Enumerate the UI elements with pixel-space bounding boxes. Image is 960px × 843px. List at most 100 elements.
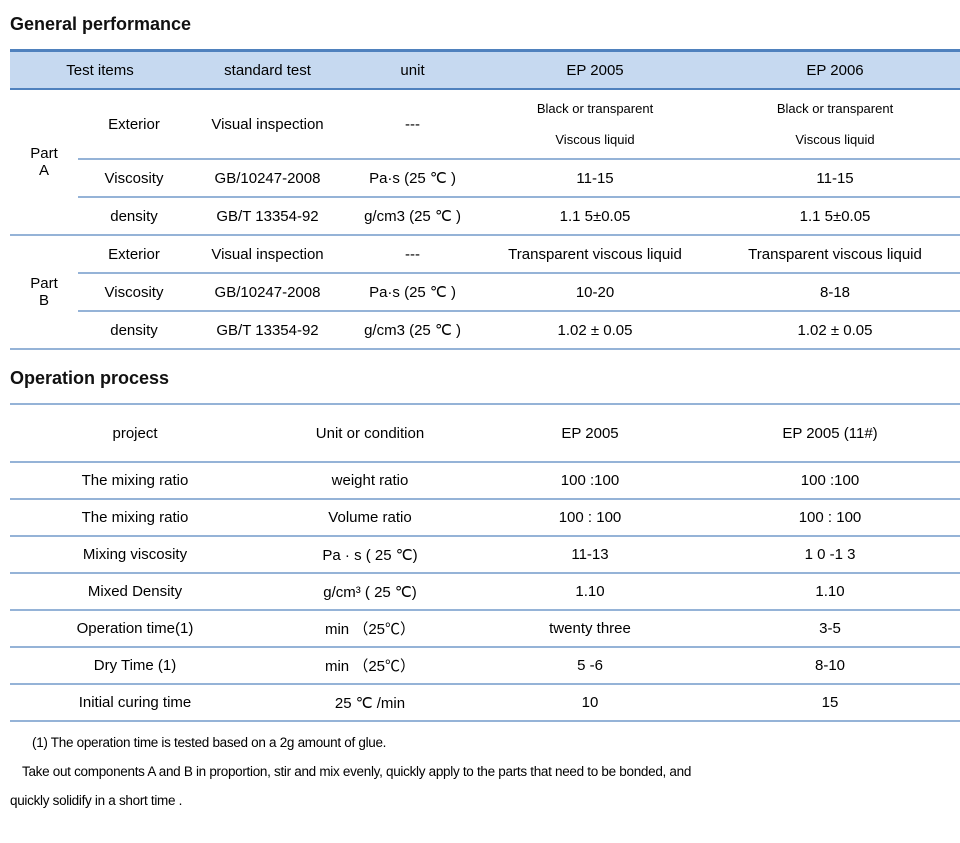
header-standard-test: standard test — [190, 49, 346, 90]
cell-project: The mixing ratio — [10, 499, 260, 537]
table-row-part-b-exterior: Part B Exterior Visual inspection --- Tr… — [10, 235, 960, 350]
cell-project: Mixed Density — [10, 573, 260, 611]
cell-unit: Volume ratio — [260, 499, 480, 537]
cell-project: Dry Time (1) — [10, 647, 260, 685]
cell-ep2005-value: 100 :100 — [480, 462, 700, 500]
cell-unit: g/cm3 (25 ℃ ) — [345, 311, 481, 350]
cell-standard: Visual inspection — [190, 235, 346, 274]
cell-ep2006-value: 1.02 ± 0.05 — [710, 311, 960, 350]
header-ep2006: EP 2006 — [710, 49, 960, 90]
cell-unit: Pa·s (25 ℃ ) — [345, 159, 481, 198]
cell-ep2006-value: 8-18 — [710, 273, 960, 312]
footnote-line: Take out components A and B in proportio… — [22, 764, 692, 779]
operation-header-row: project Unit or condition EP 2005 EP 200… — [10, 403, 960, 463]
part-a-label-cell: Part A — [10, 89, 78, 236]
header-unit: unit — [345, 49, 481, 90]
cell-project: Operation time(1) — [10, 610, 260, 648]
cell-project: The mixing ratio — [10, 462, 260, 500]
cell-ep2005-11-value: 3-5 — [700, 610, 960, 648]
cell-ep2006-value: Black or transparent Viscous liquid — [710, 89, 960, 160]
cell-ep2005-value: 1.10 — [480, 573, 700, 611]
table-row-initial-curing-time: Initial curing time 25 ℃ /min 10 15 — [10, 684, 960, 722]
cell-test-item: density — [78, 197, 191, 236]
cell-project: Initial curing time — [10, 684, 260, 722]
cell-ep2005-11-value: 100 :100 — [700, 462, 960, 500]
table-row-part-a-exterior: Part A Exterior Visual inspection --- Bl… — [10, 89, 960, 236]
cell-ep2005-value: 5 -6 — [480, 647, 700, 685]
part-b-label-cell: Part B — [10, 235, 78, 350]
cell-test-item: Viscosity — [78, 273, 191, 312]
value-line: Black or transparent — [776, 101, 894, 116]
cell-ep2005-value: 1.1 5±0.05 — [480, 197, 711, 236]
general-performance-title: General performance — [10, 14, 192, 34]
cell-ep2005-11-value: 1.10 — [700, 573, 960, 611]
cell-ep2005-value: twenty three — [480, 610, 700, 648]
cell-unit: min （25℃） — [260, 647, 480, 685]
cell-ep2005-value: 11-15 — [480, 159, 711, 198]
cell-unit: g/cm3 (25 ℃ ) — [345, 197, 481, 236]
cell-ep2005-value: 11-13 — [480, 536, 700, 574]
general-header-row: Test items standard test unit EP 2005 EP… — [10, 49, 960, 90]
part-sub-label: A — [38, 162, 49, 179]
operation-process-title: Operation process — [10, 368, 170, 388]
value-line: Viscous liquid — [555, 132, 635, 147]
cell-standard: Visual inspection — [190, 89, 346, 160]
cell-ep2006-value: Transparent viscous liquid — [710, 235, 960, 274]
cell-ep2005-value: 100 : 100 — [480, 499, 700, 537]
table-row-volume-ratio: The mixing ratio Volume ratio 100 : 100 … — [10, 499, 960, 537]
cell-ep2005-11-value: 8-10 — [700, 647, 960, 685]
cell-test-item: density — [78, 311, 191, 350]
cell-unit: --- — [345, 235, 481, 274]
header-ep2005-11: EP 2005 (11#) — [700, 403, 960, 463]
value-line: Viscous liquid — [795, 132, 875, 147]
table-row-weight-ratio: The mixing ratio weight ratio 100 :100 1… — [10, 462, 960, 500]
table-row-part-b-density: density GB/T 13354-92 g/cm3 (25 ℃ ) 1.02… — [10, 311, 960, 350]
cell-ep2006-value: 1.1 5±0.05 — [710, 197, 960, 236]
operation-process-table: project Unit or condition EP 2005 EP 200… — [10, 403, 960, 722]
cell-unit: min （25℃） — [260, 610, 480, 648]
cell-standard: GB/T 13354-92 — [190, 311, 346, 350]
cell-ep2005-11-value: 1 0 -1 3 — [700, 536, 960, 574]
cell-standard: GB/10247-2008 — [190, 273, 346, 312]
cell-unit: weight ratio — [260, 462, 480, 500]
header-test-items: Test items — [10, 49, 191, 90]
header-ep2005: EP 2005 — [480, 49, 711, 90]
cell-test-item: Exterior — [78, 89, 191, 160]
cell-project: Mixing viscosity — [10, 536, 260, 574]
cell-test-item: Exterior — [78, 235, 191, 274]
table-row-dry-time: Dry Time (1) min （25℃） 5 -6 8-10 — [10, 647, 960, 685]
cell-test-item: Viscosity — [78, 159, 191, 198]
cell-ep2005-11-value: 100 : 100 — [700, 499, 960, 537]
table-row-part-b-viscosity: Viscosity GB/10247-2008 Pa·s (25 ℃ ) 10-… — [10, 273, 960, 312]
table-row-part-a-density: density GB/T 13354-92 g/cm3 (25 ℃ ) 1.1 … — [10, 197, 960, 236]
cell-standard: GB/T 13354-92 — [190, 197, 346, 236]
table-row-part-a-viscosity: Viscosity GB/10247-2008 Pa·s (25 ℃ ) 11-… — [10, 159, 960, 198]
part-label: Part — [30, 145, 58, 162]
value-line: Black or transparent — [536, 101, 654, 116]
cell-ep2005-value: Transparent viscous liquid — [480, 235, 711, 274]
table-row-operation-time: Operation time(1) min （25℃） twenty three… — [10, 610, 960, 648]
part-label: Part — [30, 275, 58, 292]
cell-ep2005-value: Black or transparent Viscous liquid — [480, 89, 711, 160]
cell-unit: Pa · s ( 25 ℃) — [260, 536, 480, 574]
cell-standard: GB/10247-2008 — [190, 159, 346, 198]
header-unit-or-condition: Unit or condition — [260, 403, 480, 463]
table-row-mixing-viscosity: Mixing viscosity Pa · s ( 25 ℃) 11-13 1 … — [10, 536, 960, 574]
general-performance-table: Test items standard test unit EP 2005 EP… — [10, 49, 960, 350]
header-ep2005: EP 2005 — [480, 403, 700, 463]
cell-ep2005-value: 1.02 ± 0.05 — [480, 311, 711, 350]
footnote-line: quickly solidify in a short time . — [10, 793, 183, 808]
table-row-mixed-density: Mixed Density g/cm³ ( 25 ℃) 1.10 1.10 — [10, 573, 960, 611]
cell-ep2006-value: 11-15 — [710, 159, 960, 198]
cell-ep2005-value: 10-20 — [480, 273, 711, 312]
cell-unit: g/cm³ ( 25 ℃) — [260, 573, 480, 611]
cell-unit: Pa·s (25 ℃ ) — [345, 273, 481, 312]
cell-unit: --- — [345, 89, 481, 160]
header-project: project — [10, 403, 260, 463]
part-sub-label: B — [38, 292, 49, 309]
cell-ep2005-11-value: 15 — [700, 684, 960, 722]
cell-ep2005-value: 10 — [480, 684, 700, 722]
datasheet-page: General performance Test items standard … — [10, 14, 960, 815]
cell-unit: 25 ℃ /min — [260, 684, 480, 722]
footnotes: (1) The operation time is tested based o… — [10, 728, 960, 815]
